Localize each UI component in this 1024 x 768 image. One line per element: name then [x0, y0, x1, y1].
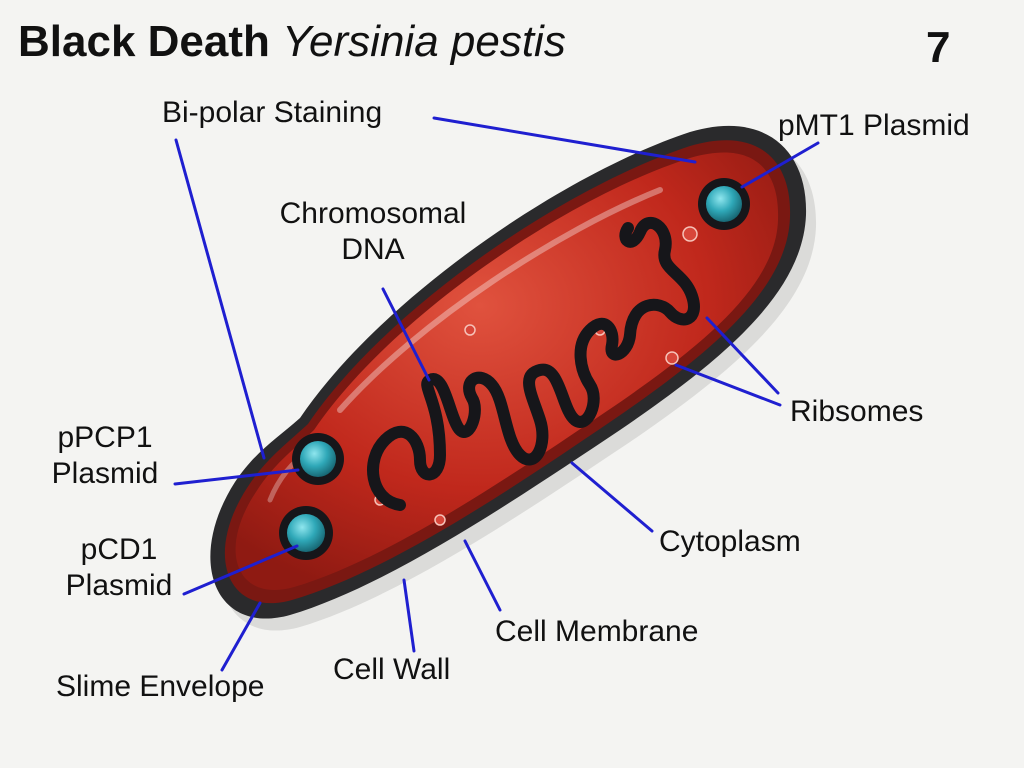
- leader-line-cell-membrane: [463, 539, 502, 612]
- leader-line-pcd1: [182, 544, 299, 596]
- label-pcd1-plasmid: pCD1 Plasmid: [54, 532, 184, 604]
- label-pmt1-plasmid: pMT1 Plasmid: [778, 109, 970, 142]
- pcd1-plasmid-bead: [279, 506, 333, 560]
- label-chromosomal-dna: Chromosomal DNA: [259, 196, 487, 268]
- label-cell-membrane: Cell Membrane: [495, 615, 699, 648]
- label-cytoplasm: Cytoplasm: [659, 525, 801, 558]
- label-slime-envelope: Slime Envelope: [56, 670, 265, 703]
- ribosome-dot: [434, 514, 446, 526]
- ppcp1-plasmid-bead: [292, 433, 344, 485]
- label-bipolar-staining: Bi-polar Staining: [162, 96, 383, 129]
- leader-line-bipolar: [432, 116, 697, 164]
- leader-line-pmt1: [740, 141, 820, 189]
- label-ppcp1-line2: Plasmid: [51, 457, 159, 490]
- ribosome-dot: [682, 226, 698, 242]
- leader-line-ribosomes: [705, 316, 780, 395]
- label-ppcp1-plasmid: pPCP1 Plasmid: [40, 420, 170, 492]
- title-species-name: Yersinia pestis: [282, 17, 566, 66]
- figure-number: 7: [926, 23, 951, 72]
- ribosome-dot: [464, 324, 476, 336]
- leader-line-cell-wall: [402, 578, 416, 653]
- label-ppcp1-line1: pPCP1: [57, 421, 153, 454]
- label-chromosomal-dna-line2: DNA: [341, 233, 405, 266]
- leader-line-cytoplasm: [570, 461, 654, 533]
- label-pcd1-line1: pCD1: [80, 533, 158, 566]
- leader-line-ribosomes: [674, 363, 782, 407]
- label-ribosomes: Ribsomes: [790, 395, 924, 428]
- leader-line-ppcp1: [173, 468, 300, 486]
- label-chromosomal-dna-line1: Chromosomal: [279, 197, 467, 230]
- ribosome-dot: [665, 351, 679, 365]
- leader-line-bipolar: [174, 138, 266, 460]
- pmt1-plasmid-bead: [698, 178, 750, 230]
- chromosomal-dna-strand: [367, 216, 700, 511]
- leader-line-chromosomal-dna: [381, 287, 431, 382]
- page-title: Black Death Yersinia pestis: [18, 14, 566, 70]
- leader-line-slime-envelope: [220, 601, 262, 672]
- title-common-name: Black Death: [18, 17, 270, 66]
- label-pcd1-line2: Plasmid: [65, 569, 173, 602]
- label-cell-wall: Cell Wall: [333, 653, 451, 686]
- gloss-highlight: [337, 187, 663, 413]
